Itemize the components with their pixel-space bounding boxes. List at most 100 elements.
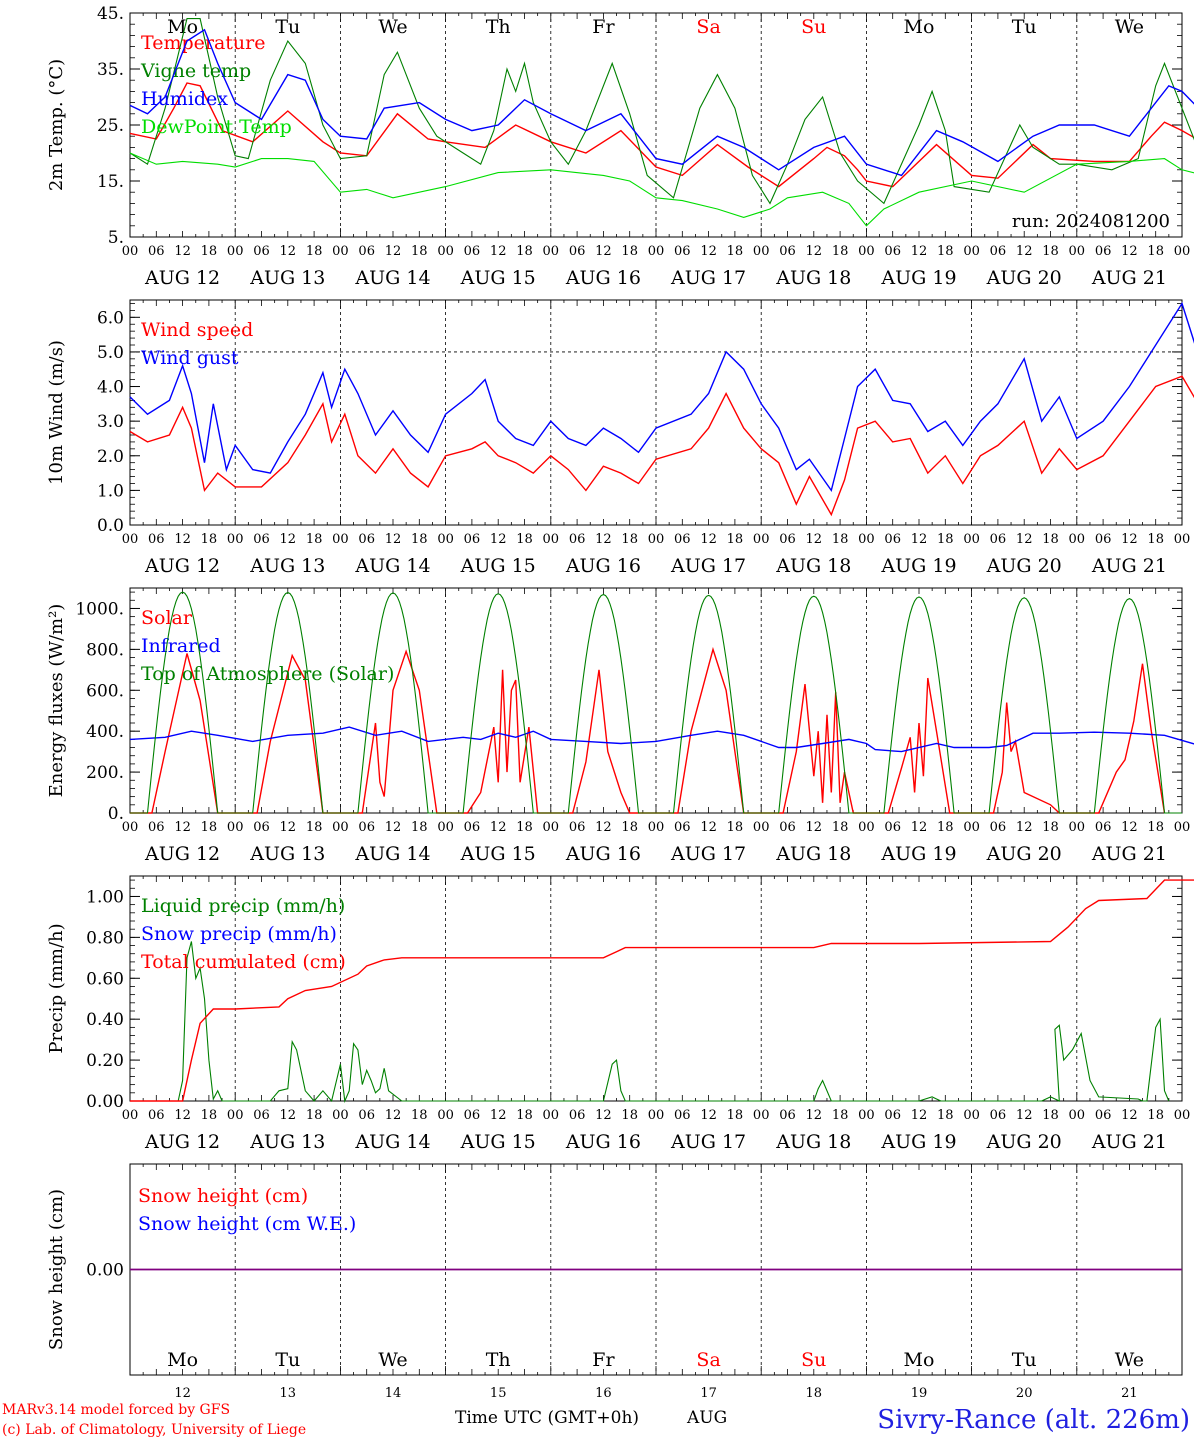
date-label: AUG 12 <box>144 1131 220 1153</box>
legend-entry: Snow height (cm W.E.) <box>138 1213 356 1235</box>
y-tick-label: 0.40 <box>86 1010 124 1030</box>
hour-label: 12 <box>385 532 402 547</box>
hour-label: 06 <box>358 244 375 259</box>
y-tick-label: 0.0 <box>97 516 124 536</box>
day-name: Tu <box>275 16 300 38</box>
day-name: Tu <box>1012 16 1037 38</box>
hour-label: 18 <box>621 1108 638 1123</box>
day-name: Th <box>486 16 511 38</box>
hour-label: 00 <box>963 1108 980 1123</box>
hour-label: 18 <box>516 1108 533 1123</box>
hour-label: 12 <box>490 1108 507 1123</box>
date-label: AUG 16 <box>565 1131 641 1153</box>
date-label: AUG 17 <box>670 267 746 289</box>
y-tick-label: 0. <box>108 804 124 824</box>
day-name: Tu <box>1012 1349 1037 1371</box>
panel-2: 0.0 1.0 2.0 3.0 4.0 5.0 6.0 10m Wind (m/s) 00 06 1… <box>46 299 1194 577</box>
day-name: Mo <box>167 16 198 38</box>
hour-label: 18 <box>1147 244 1164 259</box>
hour-label: 18 <box>1147 820 1164 835</box>
hour-label: 06 <box>148 244 165 259</box>
hour-label: 06 <box>779 532 796 547</box>
date-label: AUG 20 <box>986 555 1062 577</box>
run-annotation: run: 2024081200 <box>1012 211 1170 232</box>
date-label: AUG 20 <box>986 843 1062 865</box>
hour-label: 06 <box>1095 820 1112 835</box>
legend-entry: Liquid precip (mm/h) <box>141 895 345 917</box>
day-number: 20 <box>1016 1386 1033 1401</box>
y-tick-label: 5. <box>108 228 124 248</box>
day-number: 12 <box>174 1386 191 1401</box>
date-label: AUG 20 <box>986 1131 1062 1153</box>
legend-entry: Humidex <box>141 88 228 110</box>
date-label: AUG 18 <box>775 267 851 289</box>
panel-1: 5. 15. 25. 35. 45. 2m Temp. (°C) 00 06 12 18 AUG 1… <box>46 4 1194 289</box>
hour-label: 00 <box>122 1108 139 1123</box>
date-label: AUG 12 <box>144 843 220 865</box>
date-label: AUG 19 <box>880 1131 956 1153</box>
hour-label: 00 <box>227 244 244 259</box>
hour-label: 18 <box>727 820 744 835</box>
hour-label: 18 <box>1042 244 1059 259</box>
hour-label: 06 <box>148 1108 165 1123</box>
hour-label: 18 <box>1147 1108 1164 1123</box>
hour-label: 18 <box>411 820 428 835</box>
y-tick-label: 25. <box>97 116 124 136</box>
hour-label: 12 <box>174 1108 191 1123</box>
hour-label: 12 <box>1121 532 1138 547</box>
hour-label: 12 <box>385 1108 402 1123</box>
hour-label: 06 <box>358 1108 375 1123</box>
y-axis-label: Precip (mm/h) <box>46 923 67 1053</box>
hour-label: 00 <box>648 820 665 835</box>
date-label: AUG 12 <box>144 555 220 577</box>
hour-label: 12 <box>280 244 297 259</box>
hour-label: 06 <box>569 244 586 259</box>
hour-label: 06 <box>674 1108 691 1123</box>
hour-label: 12 <box>174 532 191 547</box>
day-name: Fr <box>592 1349 615 1371</box>
legend-entry: Temperature <box>141 32 265 54</box>
hour-label: 12 <box>911 244 928 259</box>
hour-label: 12 <box>911 820 928 835</box>
y-axis-label: Snow height (cm) <box>46 1189 67 1350</box>
hour-label: 18 <box>937 820 954 835</box>
hour-label: 12 <box>806 1108 823 1123</box>
hour-label: 00 <box>332 1108 349 1123</box>
hour-label: 00 <box>858 532 875 547</box>
date-label: AUG 14 <box>354 1131 430 1153</box>
hour-label: 18 <box>1042 1108 1059 1123</box>
month-label: AUG <box>686 1408 727 1428</box>
day-name: We <box>1115 16 1144 38</box>
date-label: AUG 13 <box>249 267 325 289</box>
hour-label: 00 <box>648 1108 665 1123</box>
hour-label: 00 <box>543 820 560 835</box>
hour-label: 06 <box>569 820 586 835</box>
date-label: AUG 13 <box>249 1131 325 1153</box>
y-tick-label: 35. <box>97 60 124 80</box>
date-label: AUG 17 <box>670 1131 746 1153</box>
hour-label: 18 <box>727 244 744 259</box>
hour-label: 00 <box>858 244 875 259</box>
hour-label: 06 <box>464 532 481 547</box>
hour-label: 00 <box>332 532 349 547</box>
day-name: Mo <box>167 1349 198 1371</box>
date-label: AUG 19 <box>880 267 956 289</box>
hour-label: 00 <box>753 820 770 835</box>
hour-label: 00 <box>963 244 980 259</box>
hour-label: 12 <box>595 532 612 547</box>
hour-label: 12 <box>490 244 507 259</box>
hour-label: 06 <box>148 820 165 835</box>
hour-label: 18 <box>201 1108 218 1123</box>
hour-label: 18 <box>937 532 954 547</box>
hour-label: 18 <box>306 820 323 835</box>
date-label: AUG 21 <box>1091 1131 1167 1153</box>
hour-label: 06 <box>779 244 796 259</box>
y-tick-label: 0.00 <box>86 1261 124 1281</box>
y-tick-label: 0.60 <box>86 969 124 989</box>
hour-label: 06 <box>1095 1108 1112 1123</box>
date-label: AUG 13 <box>249 555 325 577</box>
hour-label: 06 <box>990 244 1007 259</box>
hour-label: 00 <box>122 532 139 547</box>
day-name: We <box>378 16 407 38</box>
